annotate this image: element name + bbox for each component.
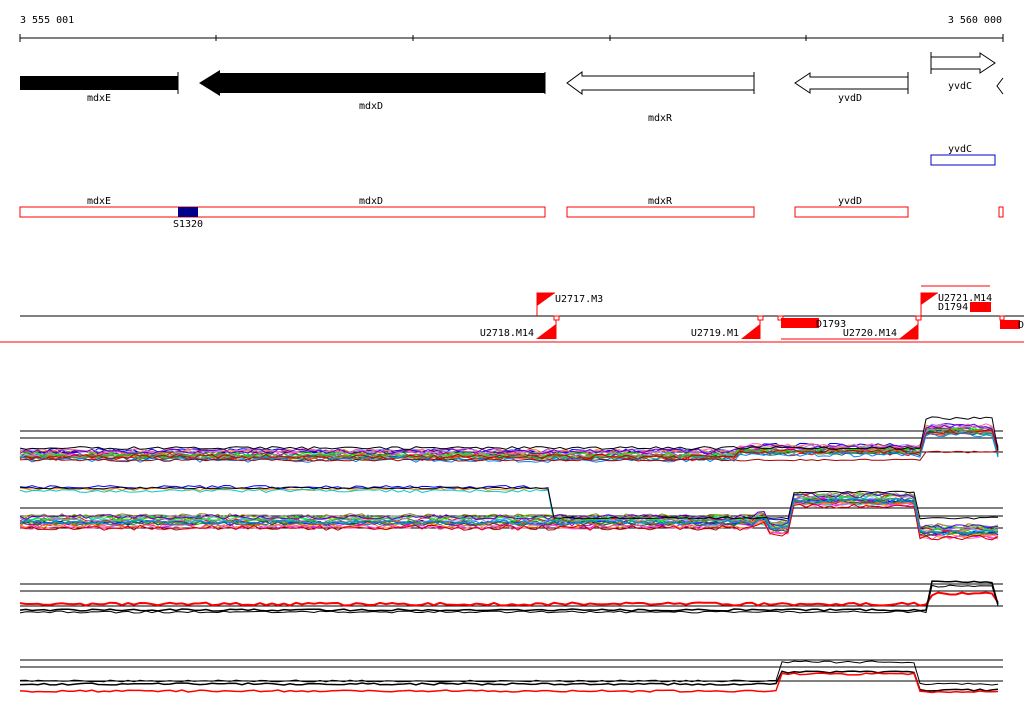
annotation-track-2: yvdC bbox=[930, 144, 996, 166]
gene-yvdD[interactable]: yvdD bbox=[794, 72, 909, 104]
annot-label-mdxD: mdxD bbox=[359, 196, 383, 207]
ruler-start-label: 3 555 001 bbox=[20, 15, 74, 26]
annot-label-mdxR: mdxR bbox=[648, 196, 673, 207]
coordinate-ruler: 3 555 001 3 560 000 bbox=[19, 15, 1004, 42]
transcript-U2717.M3[interactable]: U2717.M3 bbox=[536, 292, 603, 316]
ruler-end-label: 3 560 000 bbox=[948, 15, 1002, 26]
transcript-U2721.M14[interactable]: U2721.M14 bbox=[920, 285, 992, 316]
gene-label-yvdD: yvdD bbox=[838, 93, 862, 104]
transcript-U2719.M1[interactable]: U2719.M1 bbox=[691, 315, 764, 339]
annot-label-yvdD: yvdD bbox=[838, 196, 862, 207]
gene-label-yvdC: yvdC bbox=[948, 81, 972, 92]
transcript-label-U2719.M1: U2719.M1 bbox=[691, 328, 739, 339]
gene-yvdC[interactable]: yvdC bbox=[930, 52, 996, 92]
gene-mdxD[interactable]: mdxD bbox=[199, 70, 546, 112]
gene-mdxE[interactable]: mdxE bbox=[20, 72, 179, 104]
gene-label-mdxR: mdxR bbox=[648, 113, 673, 124]
expression-profiles bbox=[19, 416, 1003, 694]
transcript-U2720.M14[interactable]: U2720.M14 bbox=[777, 315, 922, 340]
annot-box-yvdC[interactable] bbox=[930, 154, 996, 166]
annot-box-yvdD[interactable] bbox=[794, 206, 909, 218]
feature-label-D1794: D1794 bbox=[938, 302, 968, 313]
transcript-track: U2717.M3 U2718.M14 U2719.M1 U2720.M14 D1… bbox=[0, 285, 1024, 343]
marker-label-S1320: S1320 bbox=[173, 219, 203, 230]
transcript-label-U2721.M14: U2721.M14 bbox=[938, 293, 992, 304]
annot-label-yvdC: yvdC bbox=[948, 144, 972, 155]
gene-label-mdxD: mdxD bbox=[359, 101, 383, 112]
annotation-track-3: mdxE mdxD mdxR yvdD S1320 bbox=[19, 196, 1004, 230]
annot-box-mdxE-mdxD[interactable] bbox=[19, 206, 546, 218]
feature-D1794[interactable] bbox=[970, 302, 991, 312]
annot-label-mdxE: mdxE bbox=[87, 196, 111, 207]
feature-label-D: D bbox=[1018, 320, 1024, 331]
gene-mdxR[interactable]: mdxR bbox=[566, 71, 755, 124]
annot-box-edge[interactable] bbox=[998, 206, 1004, 218]
transcript-label-U2718.M14: U2718.M14 bbox=[480, 328, 534, 339]
gene-track: mdxE mdxD mdxR yvdD yvdC bbox=[20, 52, 1004, 124]
feature-D-edge[interactable] bbox=[1000, 320, 1020, 329]
marker-S1320[interactable] bbox=[178, 207, 198, 217]
feature-label-D1793: D1793 bbox=[816, 319, 846, 330]
gene-label-mdxE: mdxE bbox=[87, 93, 111, 104]
transcript-label-U2720.M14: U2720.M14 bbox=[843, 328, 897, 339]
annot-box-mdxR[interactable] bbox=[566, 206, 755, 218]
transcript-label-U2717.M3: U2717.M3 bbox=[555, 294, 603, 305]
transcript-U2718.M14[interactable]: U2718.M14 bbox=[480, 315, 560, 339]
